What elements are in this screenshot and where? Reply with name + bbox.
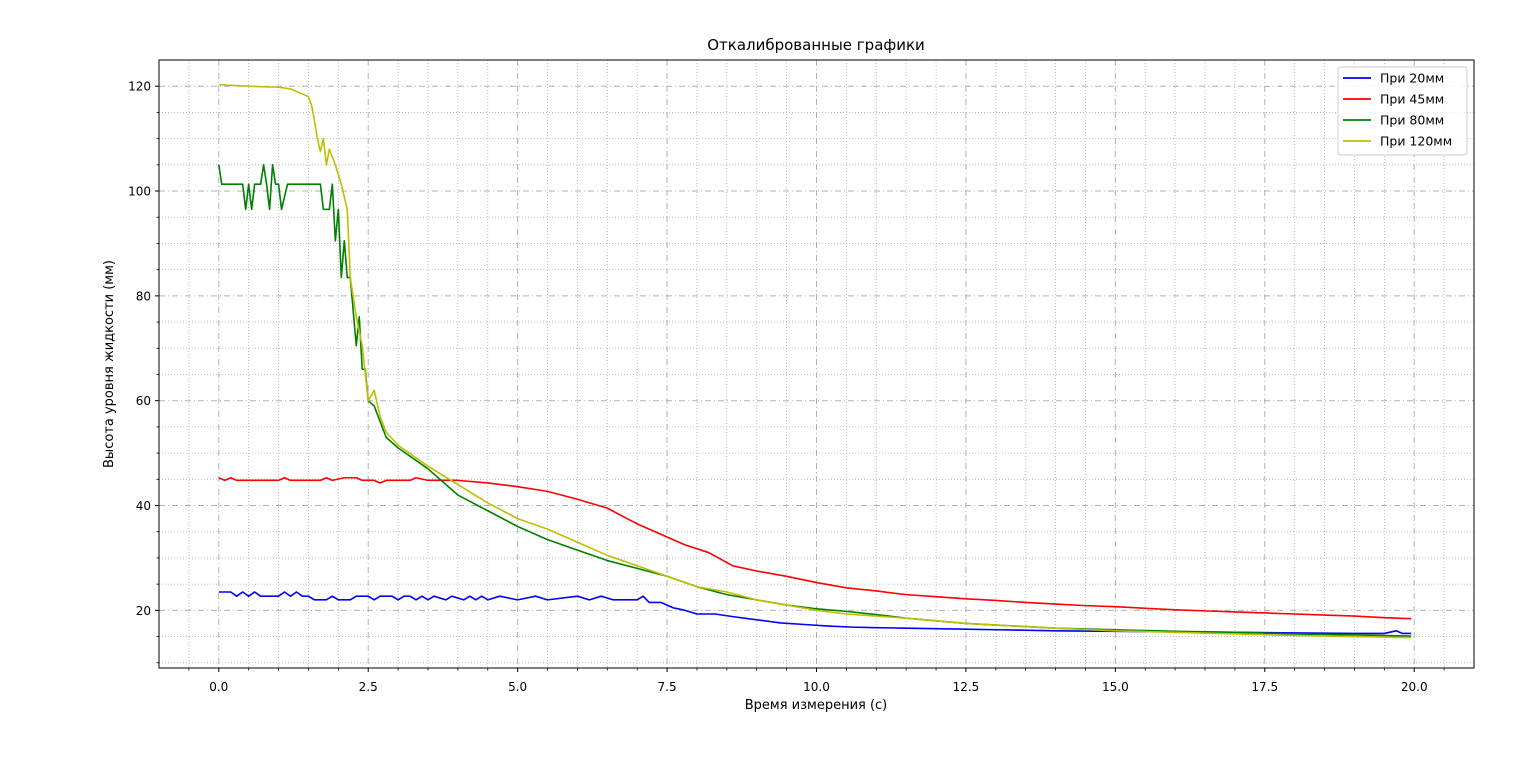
y-tick-label: 80: [136, 289, 151, 303]
x-tick-label: 0.0: [209, 680, 228, 694]
major-grid: [159, 60, 1474, 668]
series-line: [218, 83, 1412, 639]
y-tick-label: 120: [128, 80, 151, 94]
x-tick-label: 12.5: [953, 680, 980, 694]
legend-entry-label: При 45мм: [1380, 92, 1444, 107]
x-tick-label: 7.5: [658, 680, 677, 694]
y-axis-label: Высота уровня жидкости (мм): [102, 260, 117, 468]
x-tick-label: 17.5: [1251, 680, 1278, 694]
x-tick-label: 10.0: [803, 680, 830, 694]
series-line: [218, 476, 1412, 620]
series-line: [218, 591, 1412, 635]
y-tick-label: 20: [136, 604, 151, 618]
y-tick-label: 60: [136, 394, 151, 408]
legend: При 20мм При 45мм При 80мм При 120мм: [1337, 66, 1468, 156]
legend-entry-label: При 80мм: [1380, 113, 1444, 128]
legend-entry-label: При 120мм: [1380, 134, 1452, 149]
series-layer: [217, 83, 1412, 639]
x-tick-label: 2.5: [359, 680, 378, 694]
y-tick-label: 100: [128, 185, 151, 199]
x-tick-label: 15.0: [1102, 680, 1129, 694]
x-tick-label: 20.0: [1401, 680, 1428, 694]
ticks-layer: 0.0 2.5 5.0 7.5 10.0 12.5 15.0 17.5 20.0 20 40 60 80…: [128, 80, 1445, 694]
chart-title: Откалиброванные графики: [707, 36, 925, 54]
legend-entry-label: При 20мм: [1380, 71, 1444, 86]
y-tick-label: 40: [136, 499, 151, 513]
x-axis-label: Время измерения (с): [745, 698, 888, 713]
x-tick-label: 5.0: [508, 680, 527, 694]
legend-box: [1337, 66, 1468, 156]
